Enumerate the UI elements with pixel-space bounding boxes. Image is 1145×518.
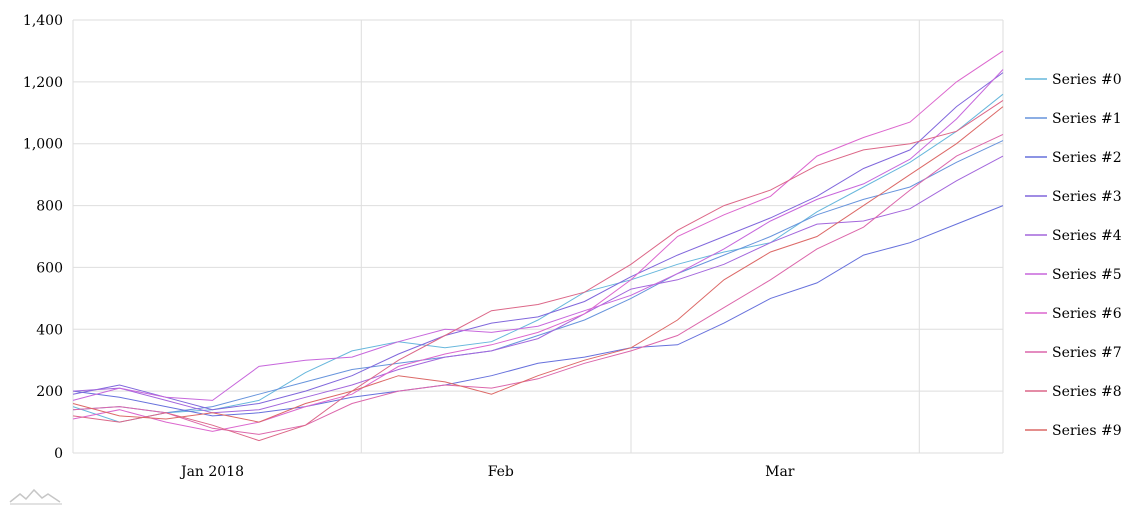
y-tick-label: 0 <box>54 446 63 462</box>
legend-item[interactable]: Series #1 <box>1025 111 1122 127</box>
legend-label: Series #2 <box>1052 150 1122 166</box>
legend-label: Series #1 <box>1052 111 1122 127</box>
series-line[interactable] <box>72 140 1004 414</box>
series-line[interactable] <box>72 99 1004 442</box>
series-line[interactable] <box>72 133 1004 435</box>
y-axis-tick-labels: 0 200 400 600 800 1,000 1,200 1,400 <box>23 13 63 462</box>
x-axis-tick-labels: Jan 2018 Feb Mar <box>179 464 795 480</box>
series-line[interactable] <box>72 155 1004 414</box>
legend-label: Series #5 <box>1052 267 1122 283</box>
y-tick-label: 400 <box>36 322 63 338</box>
legend-label: Series #8 <box>1052 384 1122 400</box>
y-tick-label: 200 <box>36 384 63 400</box>
legend-item[interactable]: Series #2 <box>1025 150 1122 166</box>
legend-item[interactable]: Series #0 <box>1025 72 1122 88</box>
series-line[interactable] <box>72 69 1004 401</box>
series-lines[interactable] <box>72 50 1004 442</box>
series-line[interactable] <box>72 72 1004 411</box>
legend-item[interactable]: Series #8 <box>1025 384 1122 400</box>
series-line[interactable] <box>72 205 1004 417</box>
legend-label: Series #7 <box>1052 345 1122 361</box>
legend-label: Series #4 <box>1052 228 1122 244</box>
y-tick-label: 1,200 <box>23 75 63 91</box>
legend-label: Series #6 <box>1052 306 1122 322</box>
legend-label: Series #9 <box>1052 423 1122 439</box>
x-tick-label: Jan 2018 <box>179 464 244 480</box>
y-tick-label: 600 <box>36 260 63 276</box>
series-line[interactable] <box>72 50 1004 432</box>
legend-label: Series #0 <box>1052 72 1122 88</box>
x-tick-label: Mar <box>765 464 795 480</box>
legend[interactable]: Series #0 Series #1 Series #2 Series #3 Seri… <box>1025 72 1122 439</box>
y-tick-label: 1,400 <box>23 13 63 29</box>
y-tick-label: 800 <box>36 199 63 215</box>
series-line[interactable] <box>72 93 1004 423</box>
legend-item[interactable]: Series #5 <box>1025 267 1122 283</box>
legend-item[interactable]: Series #6 <box>1025 306 1122 322</box>
series-line[interactable] <box>72 106 1004 423</box>
chart-logo-icon <box>9 488 62 505</box>
legend-item[interactable]: Series #9 <box>1025 423 1122 439</box>
legend-item[interactable]: Series #3 <box>1025 189 1122 205</box>
grid-lines <box>72 19 1004 454</box>
y-tick-label: 1,000 <box>23 137 63 153</box>
x-tick-label: Feb <box>488 464 514 480</box>
legend-label: Series #3 <box>1052 189 1122 205</box>
legend-item[interactable]: Series #7 <box>1025 345 1122 361</box>
legend-item[interactable]: Series #4 <box>1025 228 1122 244</box>
